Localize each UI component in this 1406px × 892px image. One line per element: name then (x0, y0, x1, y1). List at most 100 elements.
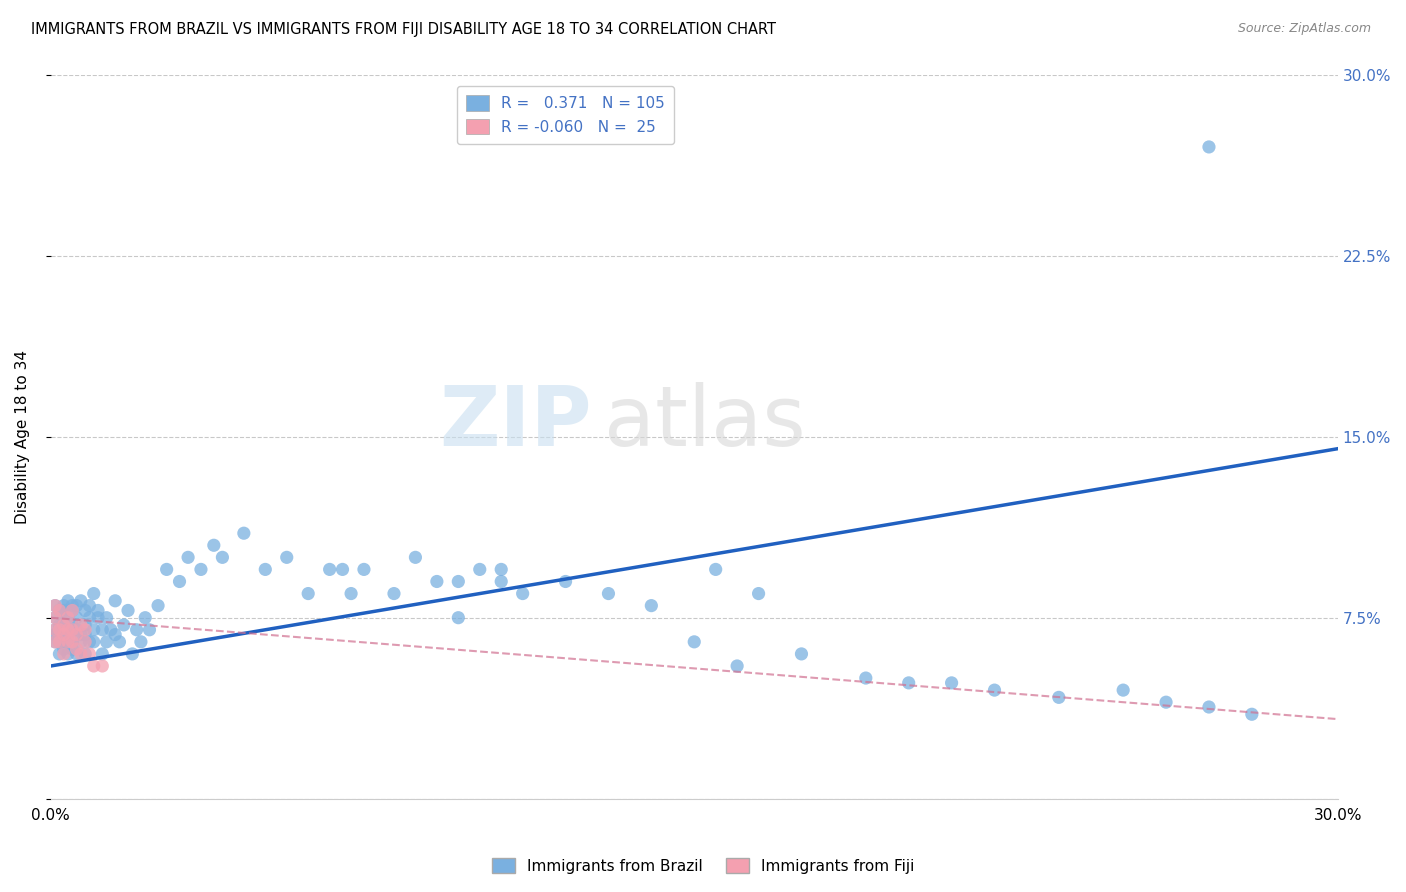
Point (52, 618, 75, 632)
Point (65, 647, 87, 661)
Point (48, 635, 70, 649)
Point (60, 618, 83, 632)
Point (60, 623, 83, 637)
Point (134, 610, 156, 624)
Point (104, 594, 127, 608)
Point (52, 603, 75, 617)
Point (52, 635, 75, 649)
Point (75, 623, 97, 637)
Point (60, 642, 83, 657)
Point (489, 562, 512, 576)
Point (112, 618, 135, 632)
Point (318, 562, 340, 576)
Point (56, 635, 79, 649)
Point (44, 635, 66, 649)
Point (44, 635, 66, 649)
Point (56, 594, 79, 608)
Point (60, 635, 83, 649)
Point (1198, 140, 1220, 154)
Point (725, 659, 748, 673)
Point (75, 603, 97, 617)
Text: Source: ZipAtlas.com: Source: ZipAtlas.com (1237, 22, 1371, 36)
Point (512, 586, 534, 600)
Point (48, 623, 70, 637)
Point (897, 676, 920, 690)
Point (1154, 695, 1177, 709)
Point (60, 603, 83, 617)
Point (70, 594, 93, 608)
Point (48, 603, 70, 617)
Point (48, 635, 70, 649)
Point (1047, 690, 1070, 705)
Point (79, 599, 101, 613)
Point (79, 647, 101, 661)
Point (598, 586, 620, 600)
Text: atlas: atlas (605, 382, 806, 463)
Point (56, 623, 79, 637)
Point (855, 671, 877, 685)
Point (56, 627, 79, 641)
Point (169, 574, 191, 589)
Point (52, 647, 75, 661)
Point (190, 562, 212, 576)
Point (426, 574, 449, 589)
Point (941, 676, 963, 690)
Point (48, 603, 70, 617)
Point (44, 610, 66, 624)
Point (790, 647, 813, 661)
Point (489, 574, 512, 589)
Point (332, 562, 354, 576)
Point (748, 586, 770, 600)
Point (156, 562, 179, 576)
Point (70, 618, 93, 632)
Point (146, 599, 169, 613)
Point (468, 562, 491, 576)
Point (202, 538, 225, 552)
Point (983, 683, 1005, 698)
Point (60, 635, 83, 649)
Point (276, 550, 298, 565)
Point (640, 599, 662, 613)
Point (104, 627, 127, 641)
Point (44, 623, 66, 637)
Point (75, 627, 97, 641)
Point (1112, 683, 1135, 698)
Point (70, 647, 93, 661)
Point (56, 647, 79, 661)
Point (297, 586, 319, 600)
Point (70, 635, 93, 649)
Point (138, 623, 160, 637)
Point (65, 623, 87, 637)
Point (44, 599, 66, 613)
Point (44, 599, 66, 613)
Point (100, 623, 122, 637)
Point (129, 635, 152, 649)
Point (44, 627, 66, 641)
Point (52, 627, 75, 641)
Point (56, 610, 79, 624)
Text: IMMIGRANTS FROM BRAZIL VS IMMIGRANTS FROM FIJI DISABILITY AGE 18 TO 34 CORRELATI: IMMIGRANTS FROM BRAZIL VS IMMIGRANTS FRO… (31, 22, 776, 37)
Point (48, 627, 70, 641)
Point (56, 610, 79, 624)
Point (52, 642, 75, 657)
Point (60, 623, 83, 637)
Point (65, 610, 87, 624)
Point (83, 659, 105, 673)
Point (52, 599, 75, 613)
Point (177, 550, 200, 565)
Point (382, 586, 405, 600)
Point (353, 562, 375, 576)
Point (44, 623, 66, 637)
Point (65, 627, 87, 641)
Point (75, 618, 97, 632)
Point (65, 599, 87, 613)
Point (52, 618, 75, 632)
Y-axis label: Disability Age 18 to 34: Disability Age 18 to 34 (15, 350, 30, 524)
Point (125, 623, 148, 637)
Point (75, 635, 97, 649)
Point (340, 586, 363, 600)
Point (60, 599, 83, 613)
Point (404, 550, 426, 565)
Point (96, 610, 118, 624)
Point (232, 526, 254, 541)
